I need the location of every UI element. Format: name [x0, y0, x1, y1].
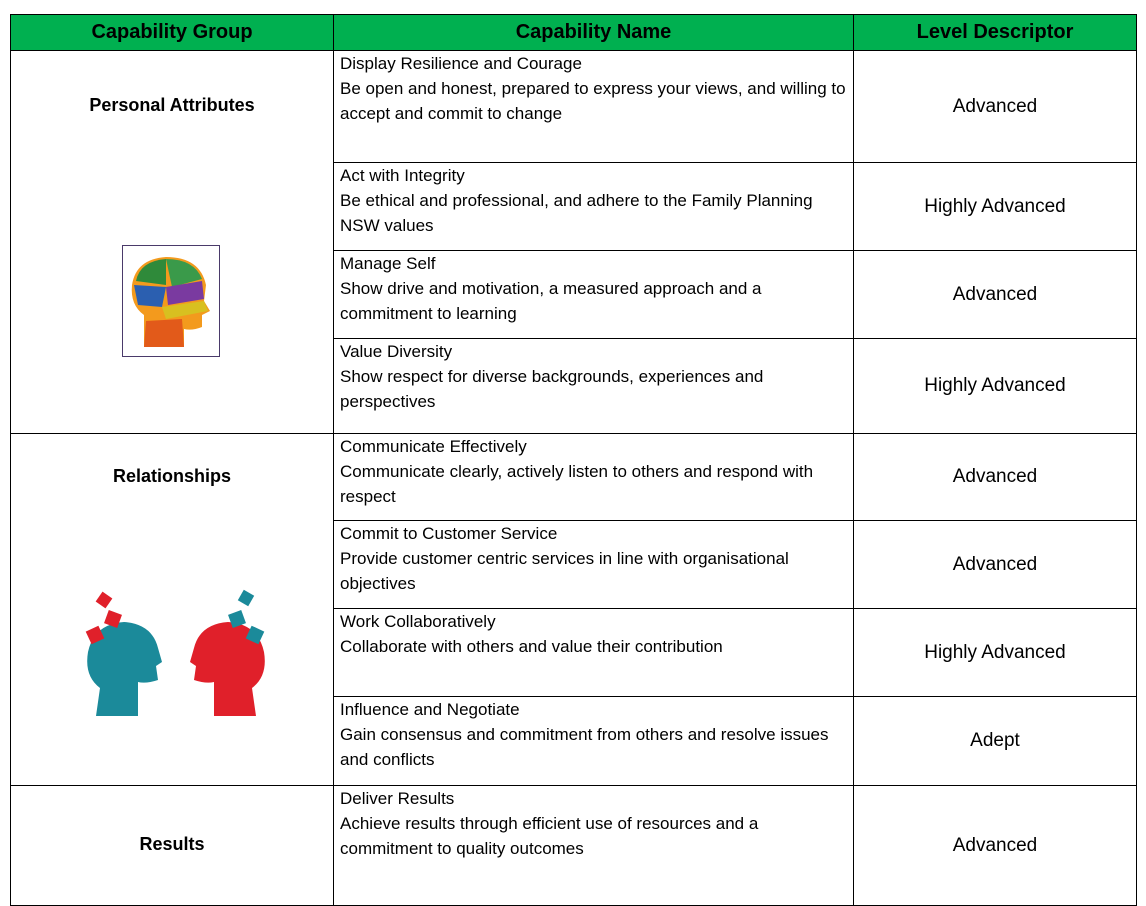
capability-description: Collaborate with others and value their …	[340, 637, 723, 656]
capability-table: Capability Group Capability Name Level D…	[10, 14, 1137, 906]
capability-name: Commit to Customer Service	[340, 524, 558, 543]
capability-description: Achieve results through efficient use of…	[340, 814, 759, 858]
level-cell: Advanced	[853, 433, 1137, 521]
capability-cell: Communicate Effectively Communicate clear…	[333, 433, 854, 521]
level-cell: Highly Advanced	[853, 338, 1137, 434]
header-cell: Capability Name	[333, 14, 854, 51]
capability-name: Deliver Results	[340, 789, 455, 808]
capability-cell: Manage Self Show drive and motivation, a …	[333, 250, 854, 339]
level-cell: Highly Advanced	[853, 162, 1137, 251]
group-name: Results	[139, 834, 205, 854]
group-cell: Results	[10, 785, 334, 906]
header-row: Capability Group Capability Name Level D…	[10, 14, 1137, 51]
level-cell: Advanced	[853, 520, 1137, 609]
table-body: Personal Attributes Display Resilience an…	[10, 50, 1137, 906]
capability-name: Display Resilience and Courage	[340, 54, 582, 73]
capability-name: Communicate Effectively	[340, 437, 527, 456]
table-row: Influence and Negotiate Gain consensus an…	[11, 696, 1137, 786]
group-cell: Personal Attributes	[10, 50, 334, 434]
table-row: Work Collaboratively Collaborate with oth…	[11, 608, 1137, 697]
capability-cell: Value Diversity Show respect for diverse …	[333, 338, 854, 434]
level-cell: Advanced	[853, 50, 1137, 163]
head-icon	[122, 245, 220, 357]
level-cell: Adept	[853, 696, 1137, 786]
capability-name: Act with Integrity	[340, 166, 465, 185]
header-cell: Level Descriptor	[853, 14, 1137, 51]
capability-cell: Display Resilience and Courage Be open an…	[333, 50, 854, 163]
capability-name: Influence and Negotiate	[340, 700, 520, 719]
capability-name: Work Collaboratively	[340, 612, 496, 631]
capability-name: Value Diversity	[340, 342, 453, 361]
table-row: Act with Integrity Be ethical and profess…	[11, 162, 1137, 251]
level-cell: Advanced	[853, 250, 1137, 339]
capability-cell: Work Collaboratively Collaborate with oth…	[333, 608, 854, 697]
capability-cell: Influence and Negotiate Gain consensus an…	[333, 696, 854, 786]
capability-description: Communicate clearly, actively listen to …	[340, 462, 814, 506]
table-row: Results Deliver Results Achieve results th…	[10, 785, 1137, 906]
group-name: Relationships	[112, 465, 232, 486]
capability-description: Provide customer centric services in lin…	[340, 549, 789, 593]
table-row: Relationships Communicate Effectively Comm…	[10, 433, 1137, 786]
capability-description: Be open and honest, prepared to express …	[340, 79, 846, 123]
level-cell: Highly Advanced	[853, 608, 1137, 697]
capability-cell: Commit to Customer Service Provide custom…	[333, 520, 854, 609]
level-cell: Advanced	[853, 785, 1137, 906]
capability-description: Gain consensus and commitment from other…	[340, 725, 829, 769]
capability-description: Be ethical and professional, and adhere …	[340, 191, 813, 235]
table-row: Personal Attributes Display Resilience an…	[10, 50, 1137, 434]
capability-name: Manage Self	[340, 254, 436, 273]
group-name: Personal Attributes	[89, 95, 255, 115]
capability-cell: Deliver Results Achieve results through e…	[333, 785, 854, 906]
capability-description: Show drive and motivation, a measured ap…	[340, 279, 762, 323]
table-row: Manage Self Show drive and motivation, a …	[11, 250, 1137, 339]
capability-cell: Act with Integrity Be ethical and profess…	[333, 162, 854, 251]
table-row: Value Diversity Show respect for diverse …	[11, 338, 1137, 434]
puzzle-heads-icon	[85, 589, 265, 716]
header-cell: Capability Group	[10, 14, 334, 51]
table-row: Commit to Customer Service Provide custom…	[11, 520, 1137, 609]
capability-description: Show respect for diverse backgrounds, ex…	[340, 367, 764, 411]
